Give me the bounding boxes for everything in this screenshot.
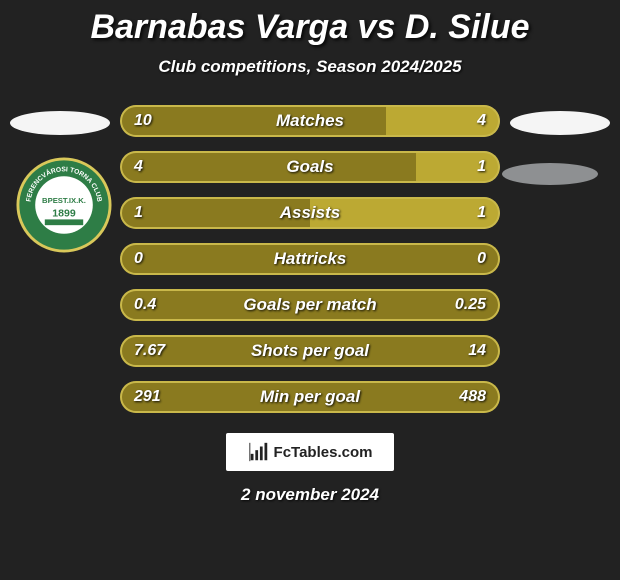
stat-bar: 0.40.25Goals per match — [120, 289, 500, 321]
stat-bar: 00Hattricks — [120, 243, 500, 275]
stats-bars: 104Matches 41Goals 11Assists 00Hattricks 0.4… — [120, 105, 500, 413]
svg-text:BPEST.IX.K.: BPEST.IX.K. — [42, 196, 86, 205]
stat-bar: 7.6714Shots per goal — [120, 335, 500, 367]
stat-label: Goals — [120, 151, 500, 183]
stat-label: Hattricks — [120, 243, 500, 275]
stat-label: Matches — [120, 105, 500, 137]
stat-bar: 104Matches — [120, 105, 500, 137]
stat-label: Goals per match — [120, 289, 500, 321]
player1-club-logo: FERENCVÁROSI TORNA CLUB BPEST.IX.K. 1899 — [16, 157, 112, 253]
player2-avatar-placeholder — [510, 111, 610, 135]
player2-club-placeholder — [502, 163, 598, 185]
stat-label: Assists — [120, 197, 500, 229]
brand-logo: FcTables.com — [226, 433, 394, 471]
stat-label: Shots per goal — [120, 335, 500, 367]
subtitle: Club competitions, Season 2024/2025 — [0, 57, 620, 77]
stat-bar: 41Goals — [120, 151, 500, 183]
svg-text:1899: 1899 — [52, 208, 76, 220]
stat-bar: 291488Min per goal — [120, 381, 500, 413]
stat-bar: 11Assists — [120, 197, 500, 229]
date-label: 2 november 2024 — [0, 485, 620, 505]
comparison-panel: FERENCVÁROSI TORNA CLUB BPEST.IX.K. 1899… — [0, 105, 620, 413]
bar-chart-icon — [248, 441, 270, 463]
brand-text: FcTables.com — [274, 444, 373, 461]
player1-avatar-placeholder — [10, 111, 110, 135]
stat-label: Min per goal — [120, 381, 500, 413]
page-title: Barnabas Varga vs D. Silue — [0, 0, 620, 47]
